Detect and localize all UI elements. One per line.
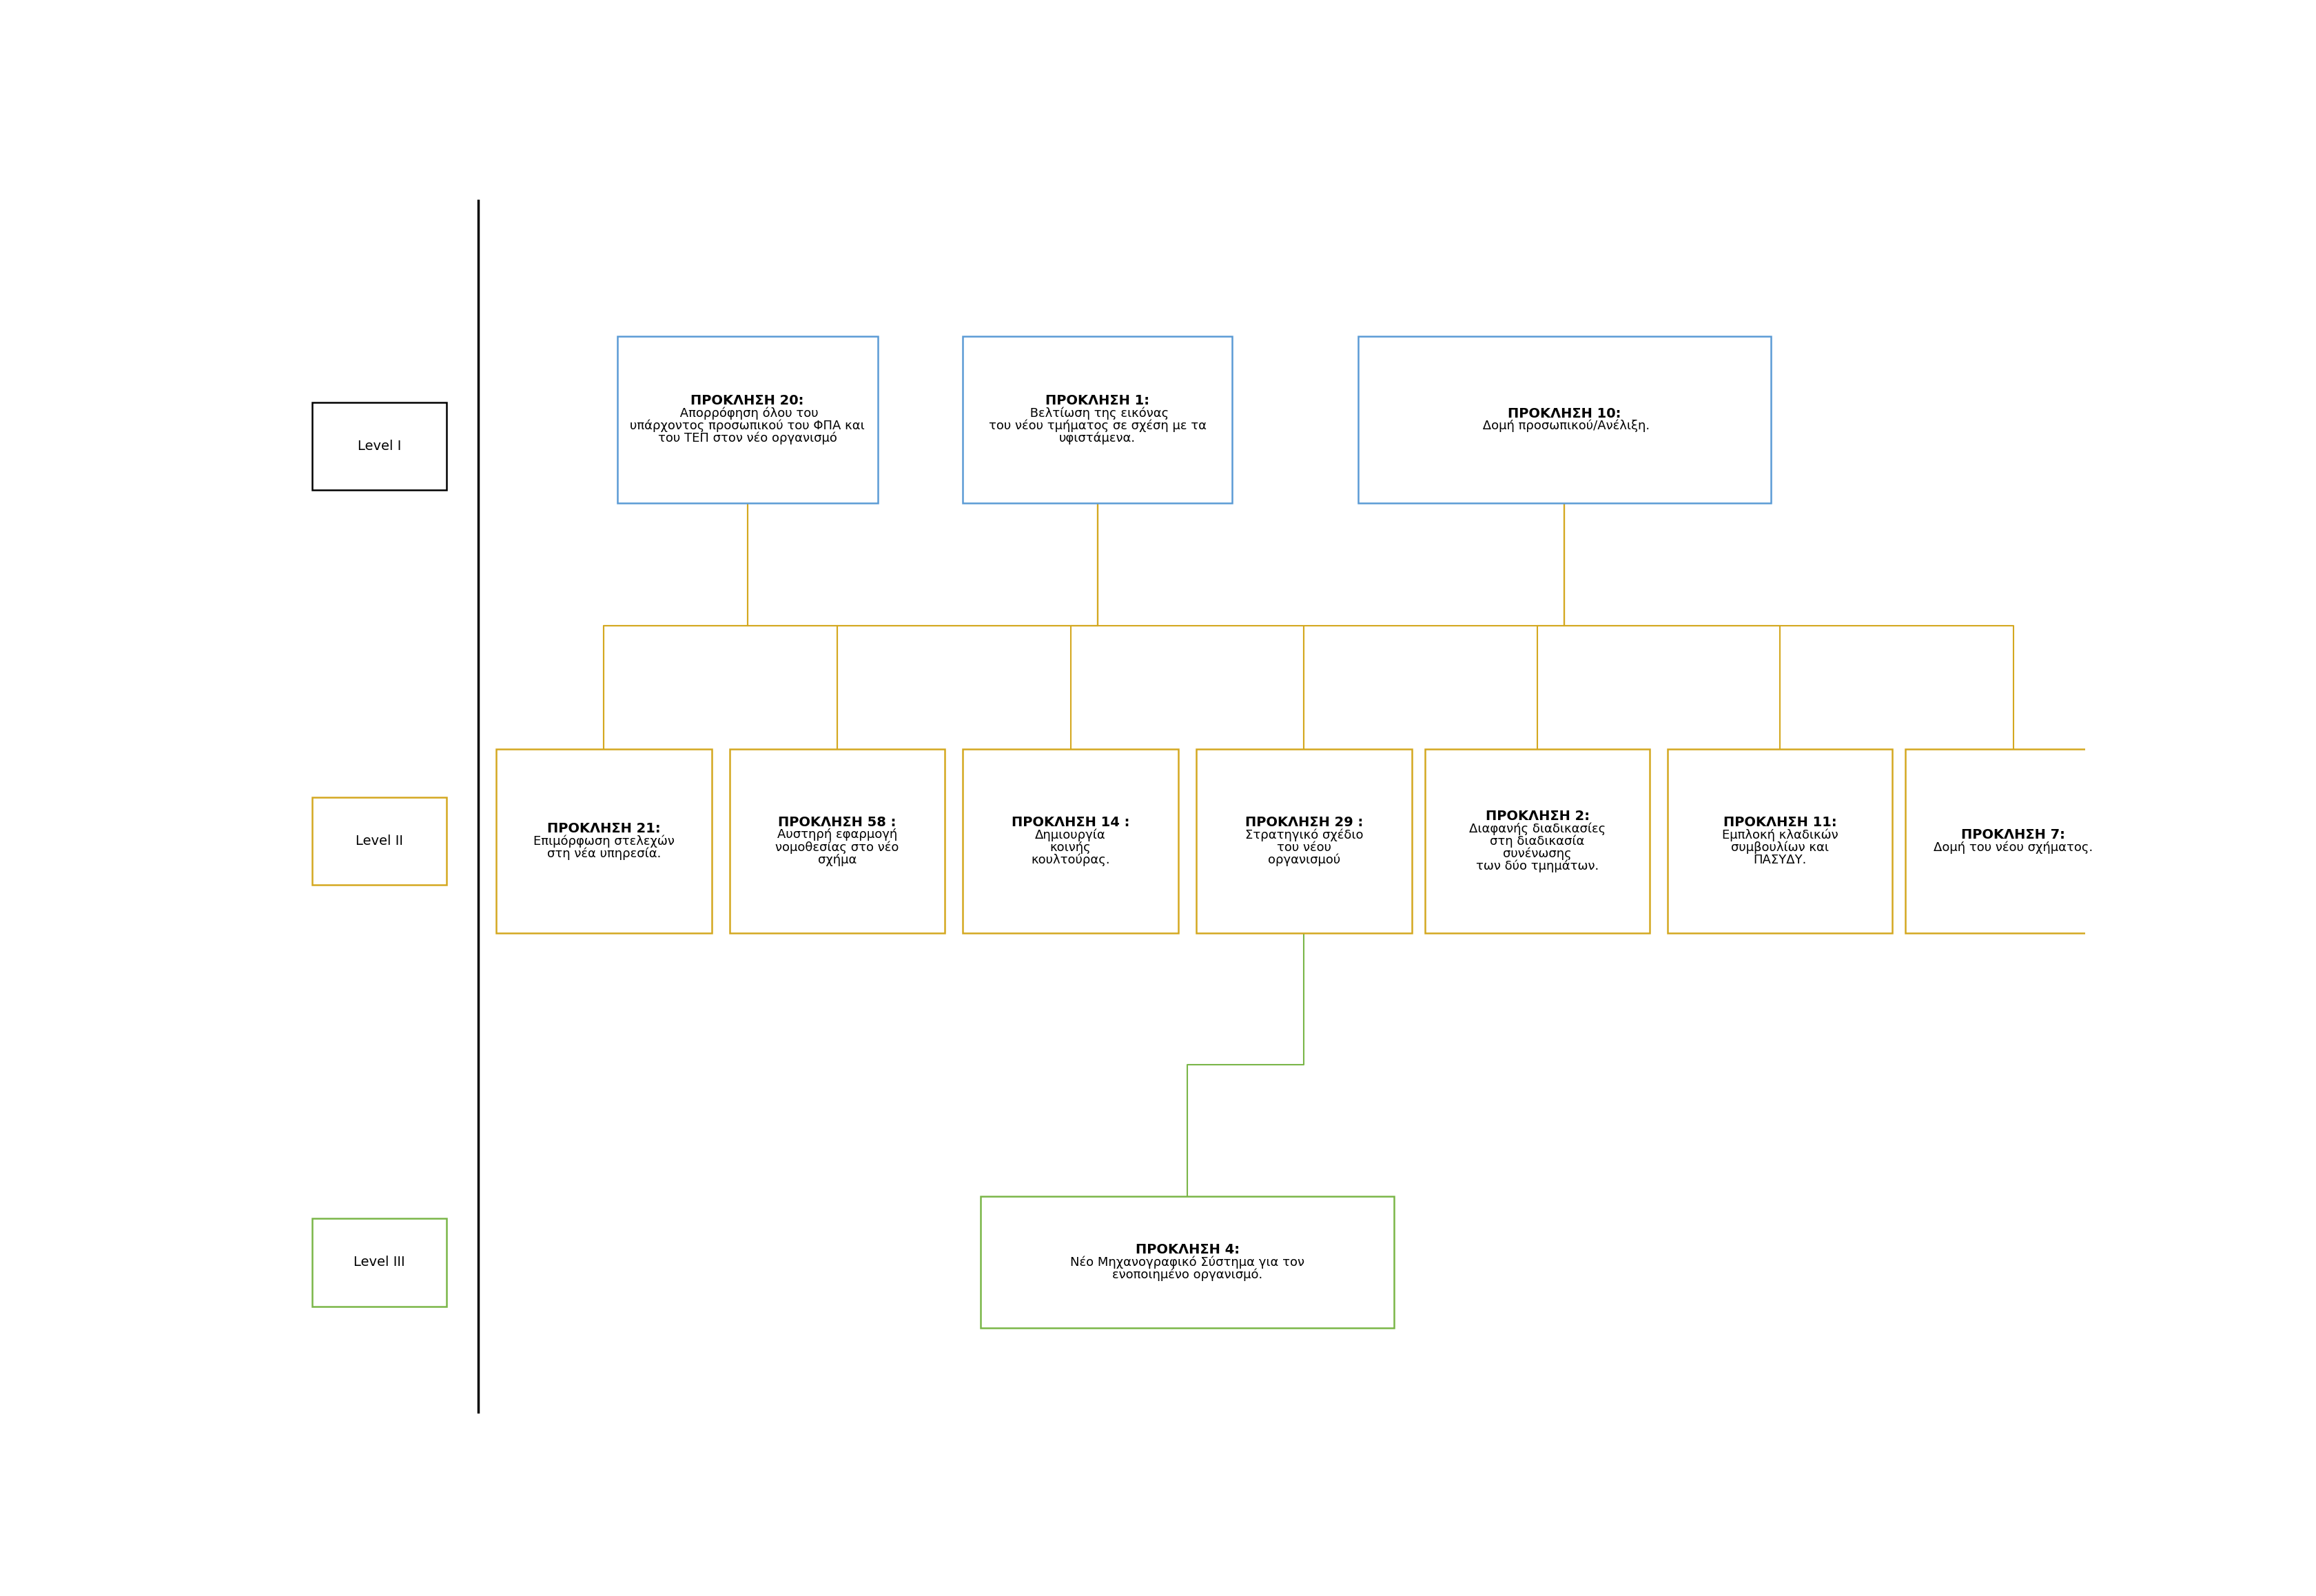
Text: ΠΡΟΚΛΗΣΗ 2:: ΠΡΟΚΛΗΣΗ 2:: [1485, 809, 1589, 822]
Text: Δημιουργία: Δημιουργία: [1035, 828, 1105, 841]
Text: Level II: Level II: [354, 835, 403, 847]
Text: ΠΑΣΥΔΥ.: ΠΑΣΥΔΥ.: [1753, 854, 1806, 867]
FancyBboxPatch shape: [1668, 749, 1892, 934]
Text: υφιστάμενα.: υφιστάμενα.: [1058, 433, 1135, 445]
Text: ενοποιημένο οργανισμό.: ενοποιημένο οργανισμό.: [1112, 1269, 1262, 1282]
FancyBboxPatch shape: [313, 1219, 447, 1306]
Text: ΠΡΟΚΛΗΣΗ 58 :: ΠΡΟΚΛΗΣΗ 58 :: [778, 816, 896, 828]
Text: Διαφανής διαδικασίες: Διαφανής διαδικασίες: [1468, 822, 1605, 835]
FancyBboxPatch shape: [980, 1197, 1394, 1328]
Text: ΠΡΟΚΛΗΣΗ 4:: ΠΡΟΚΛΗΣΗ 4:: [1135, 1243, 1239, 1256]
Text: κουλτούρας.: κουλτούρας.: [1031, 854, 1109, 867]
Text: Level I: Level I: [357, 439, 401, 453]
Text: συμβουλίων και: συμβουλίων και: [1730, 841, 1827, 854]
FancyBboxPatch shape: [496, 749, 711, 934]
FancyBboxPatch shape: [313, 402, 447, 490]
Text: νομοθεσίας στο νέο: νομοθεσίας στο νέο: [776, 841, 899, 854]
FancyBboxPatch shape: [616, 337, 878, 503]
Text: σχήμα: σχήμα: [818, 854, 857, 867]
Text: ΠΡΟΚΛΗΣΗ 11:: ΠΡΟΚΛΗΣΗ 11:: [1723, 816, 1837, 828]
Text: Βελτίωση της εικόνας: Βελτίωση της εικόνας: [1026, 407, 1170, 420]
FancyBboxPatch shape: [1424, 749, 1649, 934]
Text: ΠΡΟΚΛΗΣΗ 29 :: ΠΡΟΚΛΗΣΗ 29 :: [1244, 816, 1362, 828]
Text: υπάρχοντος προσωπικού του ΦΠΑ και: υπάρχοντος προσωπικού του ΦΠΑ και: [630, 420, 864, 433]
FancyBboxPatch shape: [730, 749, 945, 934]
Text: του ΤΕΠ στον νέο οργανισμό: του ΤΕΠ στον νέο οργανισμό: [658, 433, 836, 445]
Text: Level III: Level III: [354, 1256, 405, 1269]
Text: ΠΡΟΚΛΗΣΗ 21:: ΠΡΟΚΛΗΣΗ 21:: [547, 822, 660, 835]
FancyBboxPatch shape: [963, 749, 1179, 934]
Text: στη νέα υπηρεσία.: στη νέα υπηρεσία.: [547, 847, 660, 860]
Text: κοινής: κοινής: [1049, 841, 1091, 854]
Text: ΠΡΟΚΛΗΣΗ 14 :: ΠΡΟΚΛΗΣΗ 14 :: [1012, 816, 1130, 828]
Text: Στρατηγικό σχέδιο: Στρατηγικό σχέδιο: [1244, 828, 1362, 841]
Text: ΠΡΟΚΛΗΣΗ 7:: ΠΡΟΚΛΗΣΗ 7:: [1962, 828, 2064, 841]
Text: Εμπλοκή κλαδικών: Εμπλοκή κλαδικών: [1721, 828, 1837, 841]
Text: ΠΡΟΚΛΗΣΗ 1:: ΠΡΟΚΛΗΣΗ 1:: [1045, 394, 1149, 407]
Text: Αυστηρή εφαρμογή: Αυστηρή εφαρμογή: [776, 828, 896, 841]
FancyBboxPatch shape: [1904, 749, 2121, 934]
FancyBboxPatch shape: [963, 337, 1232, 503]
Text: του νέου τμήματος σε σχέση με τα: του νέου τμήματος σε σχέση με τα: [989, 420, 1207, 433]
Text: Δομή του νέου σχήματος.: Δομή του νέου σχήματος.: [1934, 841, 2091, 854]
Text: Δομή προσωπικού/Ανέλιξη.: Δομή προσωπικού/Ανέλιξη.: [1478, 420, 1649, 433]
Text: ΠΡΟΚΛΗΣΗ 10:: ΠΡΟΚΛΗΣΗ 10:: [1508, 407, 1621, 420]
Text: ΠΡΟΚΛΗΣΗ 20:: ΠΡΟΚΛΗΣΗ 20:: [690, 394, 804, 407]
Text: στη διαδικασία: στη διαδικασία: [1489, 835, 1584, 847]
Text: συνένωσης: συνένωσης: [1503, 847, 1570, 860]
Text: Απορρόφηση όλου του: Απορρόφηση όλου του: [676, 407, 818, 420]
FancyBboxPatch shape: [1195, 749, 1410, 934]
Text: οργανισμού: οργανισμού: [1267, 854, 1341, 867]
Text: των δύο τμημάτων.: των δύο τμημάτων.: [1475, 860, 1598, 873]
Text: Επιμόρφωση στελεχών: Επιμόρφωση στελεχών: [533, 835, 674, 847]
Text: του νέου: του νέου: [1276, 841, 1332, 854]
Text: Νέο Μηχανογραφικό Σύστημα για τον: Νέο Μηχανογραφικό Σύστημα για τον: [1070, 1256, 1304, 1269]
FancyBboxPatch shape: [1357, 337, 1769, 503]
FancyBboxPatch shape: [313, 798, 447, 886]
